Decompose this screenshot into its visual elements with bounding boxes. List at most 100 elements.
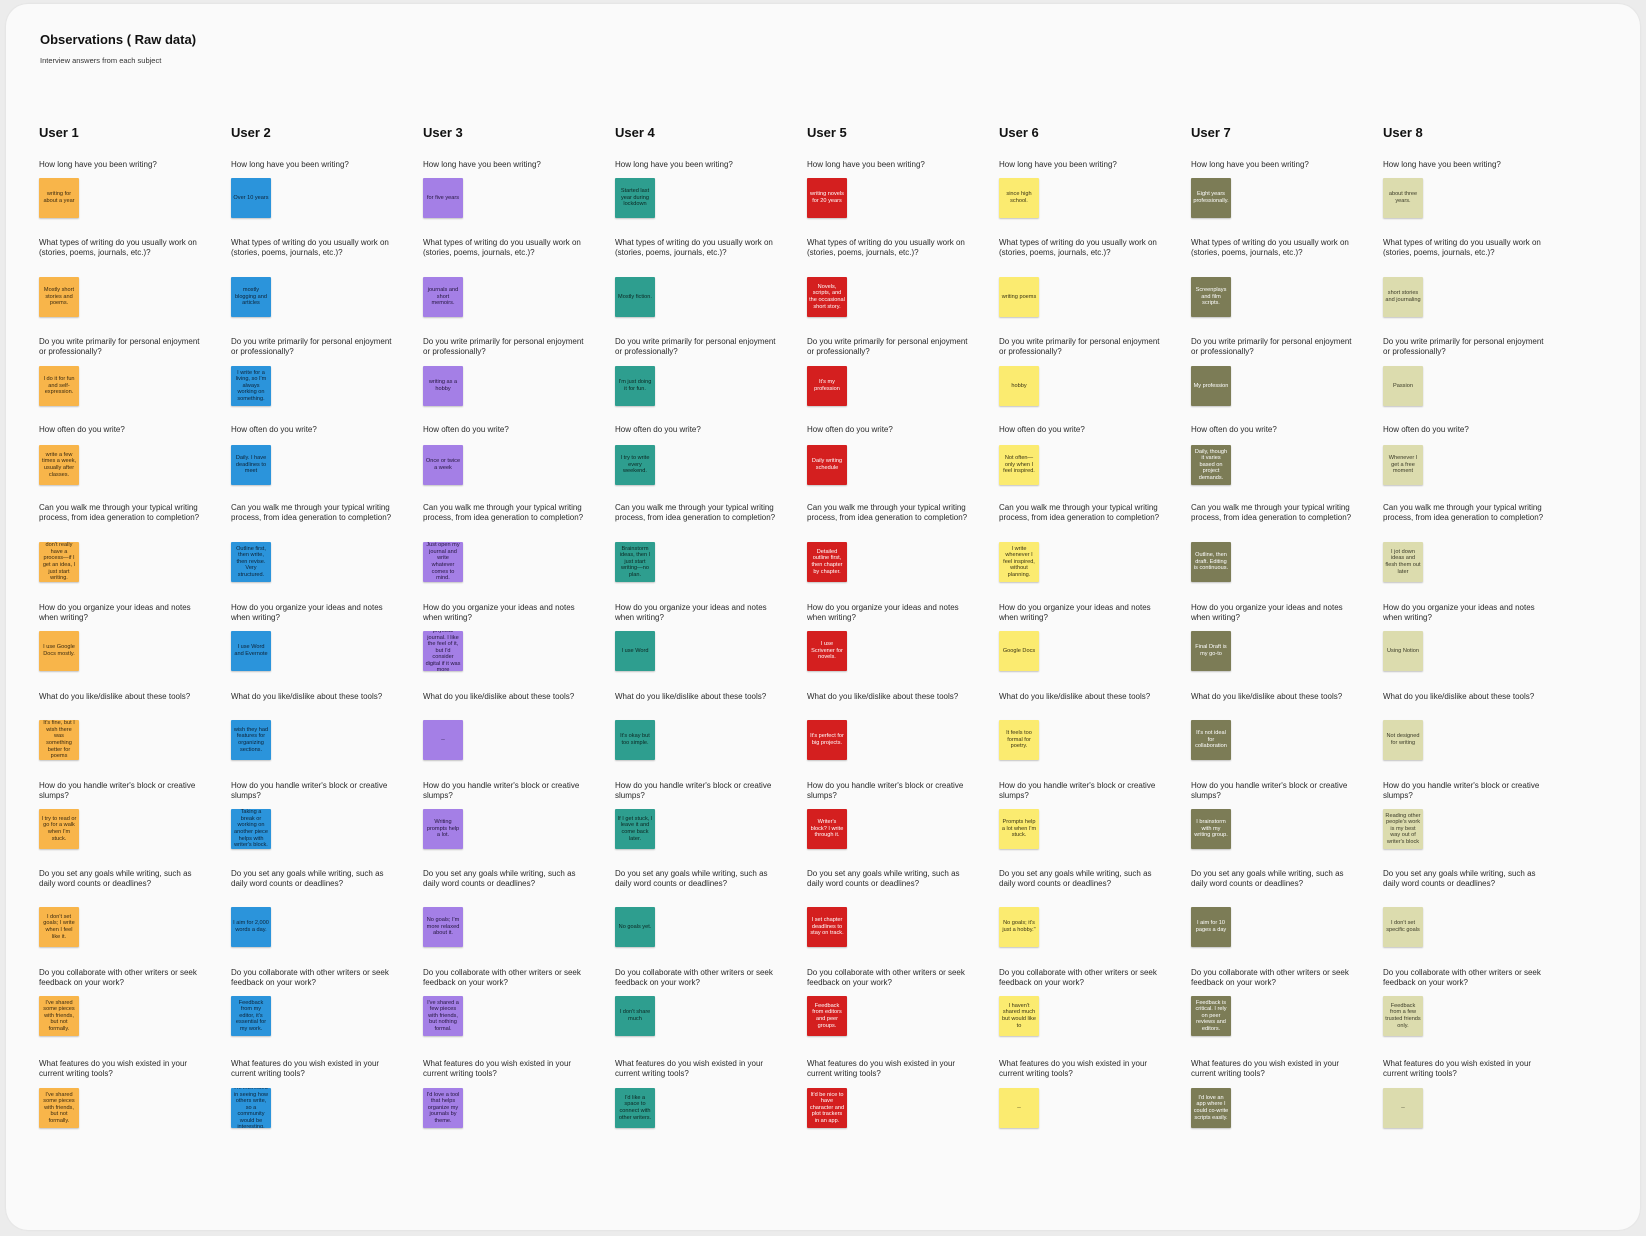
sticky-note[interactable]: Novels, scripts, and the occasional shor… [807, 277, 847, 317]
sticky-note[interactable]: Mostly fiction. [615, 277, 655, 317]
sticky-note[interactable]: Writer's block? I write through it. [807, 809, 847, 849]
sticky-note[interactable]: It's my profession [807, 366, 847, 406]
sticky-note[interactable]: I brainstorm with my writing group. [1191, 809, 1231, 849]
sticky-note[interactable]: journals and short memoirs. [423, 277, 463, 317]
sticky-note[interactable]: My profession [1191, 366, 1231, 406]
sticky-note[interactable]: No goals; I'm more relaxed about it. [423, 907, 463, 947]
sticky-note[interactable]: Feedback from editors and peer groups. [807, 996, 847, 1036]
sticky-note[interactable]: Screenplays and film scripts. [1191, 277, 1231, 317]
question-label: Do you set any goals while writing, such… [615, 869, 768, 889]
sticky-note[interactable]: since high school. [999, 178, 1039, 218]
sticky-note[interactable]: I use Word [615, 631, 655, 671]
sticky-note[interactable]: I use Google Docs mostly. [39, 631, 79, 671]
sticky-note[interactable]: I've shared some pieces with friends, bu… [39, 1088, 79, 1128]
sticky-note[interactable]: Daily, though it varies based on project… [1191, 445, 1231, 485]
sticky-note[interactable]: don't really have a process—if I get an … [39, 542, 79, 582]
question-label: How long have you been writing? [1383, 160, 1501, 169]
sticky-note[interactable]: writing novels for 20 years [807, 178, 847, 218]
sticky-note[interactable]: No goals; it's just a hobby." [999, 907, 1039, 947]
user-heading: User 3 [423, 125, 463, 140]
sticky-note[interactable]: write a few times a week, usually after … [39, 445, 79, 485]
sticky-note[interactable]: I'd love a tool that helps organize my j… [423, 1088, 463, 1128]
sticky-note[interactable]: -- [999, 1088, 1039, 1128]
sticky-note[interactable]: Daily writing schedule [807, 445, 847, 485]
sticky-note[interactable]: It'd be nice to have character and plot … [807, 1088, 847, 1128]
sticky-note[interactable]: writing as a hobby [423, 366, 463, 406]
user-column: User 6 How long have you been writing? sin… [999, 4, 1167, 1230]
question-label: How do you organize your ideas and notes… [807, 603, 959, 623]
sticky-note[interactable]: It's not ideal for collaboration [1191, 720, 1231, 760]
sticky-note[interactable]: It feels too formal for poetry. [999, 720, 1039, 760]
sticky-note[interactable]: I write for a living, so I'm always work… [231, 366, 271, 406]
sticky-note[interactable]: Prompts help a lot when I'm stuck. [999, 809, 1039, 849]
sticky-note[interactable]: I've shared a few pieces with friends, b… [423, 996, 463, 1036]
sticky-note[interactable]: I aim for 10 pages a day [1191, 907, 1231, 947]
sticky-note[interactable]: I jot down ideas and flesh them out late… [1383, 542, 1423, 582]
sticky-note[interactable]: I'd love an app where I could co-write s… [1191, 1088, 1231, 1128]
sticky-note[interactable]: Daily. I have deadlines to meet [231, 445, 271, 485]
user-column: User 7 How long have you been writing? Eig… [1191, 4, 1359, 1230]
sticky-note[interactable]: for five years [423, 178, 463, 218]
sticky-note[interactable]: Feedback from my editor, it's essential … [231, 996, 271, 1036]
sticky-note[interactable]: I haven't shared much but would like to [999, 996, 1039, 1036]
sticky-note[interactable]: I use a physical journal. I like the fee… [423, 631, 463, 671]
sticky-note[interactable]: Brainstorm ideas, then I just start writ… [615, 542, 655, 582]
sticky-note[interactable]: Detailed outline first, then chapter by … [807, 542, 847, 582]
sticky-note[interactable]: -- [423, 720, 463, 760]
sticky-note[interactable]: I don't share much [615, 996, 655, 1036]
question-label: What do you like/dislike about these too… [39, 692, 191, 701]
sticky-note[interactable]: Whenever I get a free moment [1383, 445, 1423, 485]
sticky-note[interactable]: Not often—only when I feel inspired. [999, 445, 1039, 485]
sticky-note[interactable]: Just open my journal and write whatever … [423, 542, 463, 582]
sticky-note[interactable]: It's perfect for big projects. [807, 720, 847, 760]
sticky-note[interactable]: Eight years professionally. [1191, 178, 1231, 218]
user-column: User 8 How long have you been writing? abo… [1383, 4, 1551, 1230]
sticky-note[interactable]: It's fine, but I wish there was somethin… [39, 720, 79, 760]
sticky-note[interactable]: Over 10 years [231, 178, 271, 218]
sticky-note[interactable]: I write whenever I feel inspired, withou… [999, 542, 1039, 582]
sticky-note[interactable]: Not designed for writing [1383, 720, 1423, 760]
sticky-note[interactable]: I don't set goals; I write when I feel l… [39, 907, 79, 947]
sticky-note[interactable]: mostly blogging and articles [231, 277, 271, 317]
sticky-note[interactable]: Final Draft is my go-to [1191, 631, 1231, 671]
question-label: Do you collaborate with other writers or… [1191, 968, 1349, 988]
sticky-note[interactable]: Using Notion [1383, 631, 1423, 671]
sticky-note[interactable]: Outline first, then write, then revise. … [231, 542, 271, 582]
sticky-note[interactable]: Google Docs [999, 631, 1039, 671]
sticky-note[interactable]: I'm interested in seeing how others writ… [231, 1088, 271, 1128]
sticky-note[interactable]: I don't set specific goals [1383, 907, 1423, 947]
sticky-note[interactable]: Started last year during lockdown [615, 178, 655, 218]
sticky-note[interactable]: Reading other people's work is my best w… [1383, 809, 1423, 849]
question-label: Do you write primarily for personal enjo… [615, 337, 776, 357]
sticky-note[interactable]: I try to read or go for a walk when I'm … [39, 809, 79, 849]
sticky-note[interactable]: Taking a break or working on another pie… [231, 809, 271, 849]
sticky-note[interactable]: I do it for fun and self-expression. [39, 366, 79, 406]
sticky-note[interactable]: Feedback is critical. I rely on peer rev… [1191, 996, 1231, 1036]
sticky-note[interactable]: I aim for 2,000 words a day. [231, 907, 271, 947]
sticky-note[interactable]: I try to write every weekend. [615, 445, 655, 485]
sticky-note[interactable]: hobby [999, 366, 1039, 406]
sticky-note[interactable]: I'm just doing it for fun. [615, 366, 655, 406]
sticky-note[interactable]: -- [1383, 1088, 1423, 1128]
sticky-note[interactable]: I use Scrivener for novels. [807, 631, 847, 671]
sticky-note[interactable]: I've shared some pieces with friends, bu… [39, 996, 79, 1036]
sticky-note[interactable]: No goals yet. [615, 907, 655, 947]
sticky-note[interactable]: wish they had features for organizing se… [231, 720, 271, 760]
sticky-note[interactable]: I'd like a space to connect with other w… [615, 1088, 655, 1128]
sticky-note[interactable]: It's okay but too simple. [615, 720, 655, 760]
sticky-note[interactable]: about three years. [1383, 178, 1423, 218]
sticky-note[interactable]: I set chapter deadlines to stay on track… [807, 907, 847, 947]
sticky-note[interactable]: Mostly short stories and poems. [39, 277, 79, 317]
sticky-note[interactable]: Once or twice a week [423, 445, 463, 485]
sticky-note[interactable]: short stories and journaling [1383, 277, 1423, 317]
sticky-note[interactable]: I use Word and Evernote [231, 631, 271, 671]
sticky-note[interactable]: Outline, then draft. Editing is continuo… [1191, 542, 1231, 582]
sticky-note[interactable]: writing poems [999, 277, 1039, 317]
sticky-note[interactable]: Writing prompts help a lot. [423, 809, 463, 849]
sticky-note[interactable]: writing for about a year [39, 178, 79, 218]
sticky-note[interactable]: Feedback from a few trusted friends only… [1383, 996, 1423, 1036]
question-label: Can you walk me through your typical wri… [231, 503, 392, 523]
sticky-note[interactable]: If I get stuck, I leave it and come back… [615, 809, 655, 849]
sticky-note[interactable]: Passion [1383, 366, 1423, 406]
question-label: Do you write primarily for personal enjo… [39, 337, 200, 357]
